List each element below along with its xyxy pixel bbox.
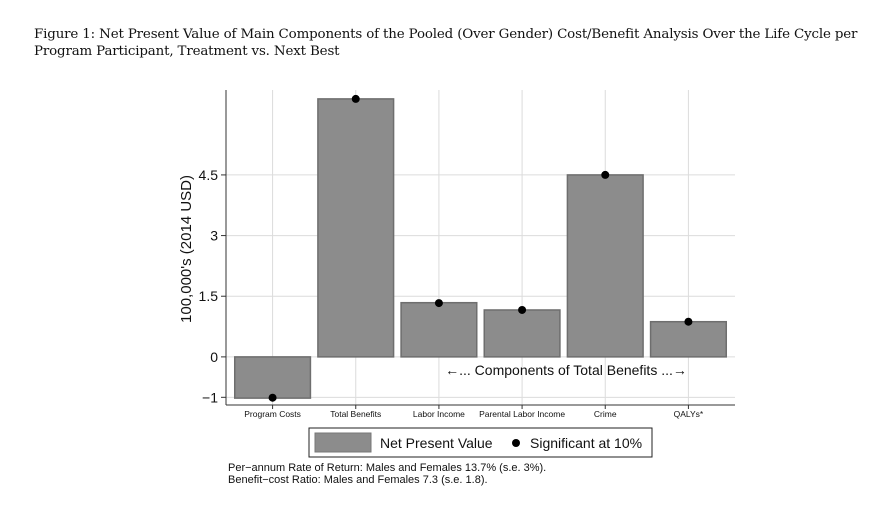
legend: Net Present Value Significant at 10% [308, 427, 653, 458]
bar-crime [566, 174, 644, 358]
y-axis-label: 100,000's (2014 USD) [178, 175, 195, 323]
bar-labor-income [400, 301, 478, 358]
x-tick-label: QALYs* [674, 409, 704, 419]
y-tick-label: 1.5 [199, 288, 219, 304]
note-rate-of-return: Per−annum Rate of Return: Males and Fema… [228, 462, 547, 474]
x-tick-label: Total Benefits [330, 409, 381, 419]
figure-caption: Figure 1: Net Present Value of Main Comp… [34, 27, 858, 59]
y-tick-label: 4.5 [199, 167, 219, 183]
y-tick-label: 3 [210, 228, 218, 244]
bar-program-costs [233, 356, 312, 399]
legend-swatch-npv [314, 432, 372, 453]
x-tick-label: Parental Labor Income [479, 409, 565, 419]
y-tick-label: −1 [202, 389, 218, 405]
significance-dot [518, 305, 527, 314]
legend-label-npv: Net Present Value [380, 435, 493, 451]
significance-dot [601, 170, 610, 179]
y-tick-label: 0 [210, 349, 218, 365]
x-tick-label: Labor Income [413, 409, 465, 419]
x-tick-label: Program Costs [244, 409, 301, 419]
components-annotation: ←... Components of Total Benefits ...→ [445, 362, 687, 378]
legend-label-significant: Significant at 10% [530, 435, 642, 451]
significance-dot [268, 393, 277, 402]
bar-parental-labor-income [483, 309, 561, 358]
bar-total-benefits [317, 98, 395, 358]
legend-marker-significant [512, 439, 520, 447]
x-tick-label: Crime [594, 409, 617, 419]
significance-dot [351, 94, 360, 103]
chart-notes: Per−annum Rate of Return: Males and Fema… [228, 462, 546, 486]
significance-dot [684, 317, 693, 326]
significance-dot [434, 299, 443, 308]
note-benefit-cost-ratio: Benefit−cost Ratio: Males and Females 7.… [228, 474, 488, 486]
bar-qalys [649, 320, 728, 358]
